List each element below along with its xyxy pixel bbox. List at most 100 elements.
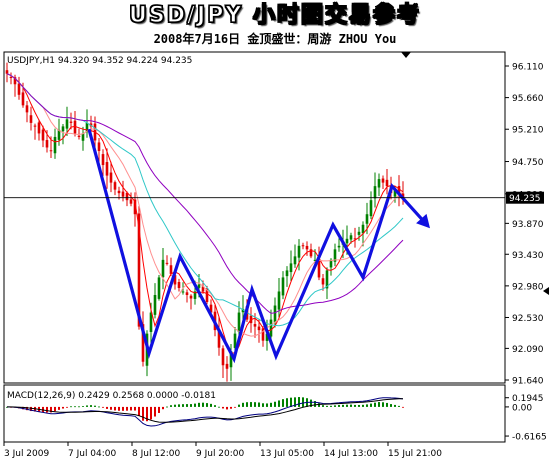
candle-body — [281, 277, 285, 296]
macd-histogram-bar — [74, 406, 76, 408]
candle-body — [221, 348, 225, 366]
price-tick-label: 91.640 — [512, 377, 544, 387]
symbol-readout: USDJPY,H1 94.320 94.352 94.224 94.235 — [7, 56, 192, 66]
time-axis: 3 Jul 2009 7 Jul 04:00 8 Jul 12:00 9 Jul 20… — [3, 442, 442, 459]
candle-body — [237, 312, 241, 332]
candle-body — [161, 259, 165, 278]
candle-body — [289, 263, 293, 273]
candle-body — [301, 245, 305, 247]
candle-body — [33, 125, 37, 127]
macd-histogram-bar — [326, 405, 328, 407]
candle-body — [101, 154, 105, 166]
candle-body — [181, 291, 185, 293]
macd-histogram-bar — [334, 405, 336, 407]
macd-histogram-bar — [102, 406, 104, 408]
current-price-label: 94.235 — [509, 194, 541, 204]
macd-histogram-bar — [238, 404, 240, 407]
chart-title: USD/JPY 小时图交易参考 — [128, 2, 421, 28]
current-price-line: 94.235 — [4, 191, 544, 204]
candle-body — [201, 286, 205, 292]
candle-body — [53, 136, 57, 154]
candle-body — [209, 304, 213, 313]
candle-body — [265, 333, 269, 341]
macd-histogram-bar — [134, 406, 136, 411]
macd-histogram-bar — [166, 406, 168, 408]
candle-body — [253, 324, 257, 327]
macd-histogram-bar — [330, 405, 332, 407]
candle-body — [393, 189, 397, 197]
candle-body — [269, 319, 273, 337]
price-tick-label: 92.530 — [512, 314, 544, 324]
candle-body — [205, 288, 209, 303]
candle-body — [109, 172, 113, 183]
candle-body — [353, 238, 357, 240]
candle-body — [121, 191, 125, 197]
candle-body — [105, 162, 109, 176]
time-tick-label: 9 Jul 20:00 — [196, 449, 245, 459]
macd-histogram-bar — [170, 405, 172, 407]
moving-averages — [6, 73, 404, 354]
candle-body — [365, 214, 369, 224]
candle-body — [21, 92, 25, 106]
macd-histogram-bar — [386, 402, 388, 407]
ma-long-line — [6, 73, 404, 314]
candle-body — [49, 150, 53, 152]
macd-histogram-bar — [178, 404, 180, 407]
candle-body — [273, 305, 277, 323]
macd-tick-label: 0.00 — [512, 403, 532, 413]
candle-body — [189, 295, 193, 299]
candle-body — [225, 363, 229, 369]
wave-pattern — [87, 128, 430, 364]
candle-body — [157, 277, 161, 299]
macd-histogram-bar — [198, 402, 200, 407]
macd-histogram-bar — [354, 404, 356, 407]
macd-histogram-bar — [78, 406, 80, 408]
price-tick-label: 95.660 — [512, 94, 544, 104]
wave-line — [87, 128, 425, 364]
macd-histogram-bar — [358, 404, 360, 407]
macd-histogram-bar — [226, 406, 228, 410]
candle-body — [141, 324, 145, 362]
ma-mid-line — [6, 73, 404, 337]
macd-histogram-bar — [266, 403, 268, 407]
candle-body — [69, 121, 73, 123]
macd-histogram-bar — [194, 403, 196, 407]
candle-body — [233, 333, 237, 348]
macd-histogram-bar — [206, 403, 208, 407]
macd-histogram-bar — [106, 406, 108, 409]
macd-histogram-bar — [290, 397, 292, 407]
macd-histogram-bar — [242, 402, 244, 407]
macd-histogram-bar — [62, 406, 64, 409]
price-tick-label: 92.090 — [512, 345, 544, 355]
macd-histogram-bar — [350, 404, 352, 407]
macd-histogram-bar — [390, 404, 392, 407]
macd-histogram-bar — [82, 406, 84, 407]
candle-body — [45, 140, 49, 148]
macd-histogram-bar — [338, 405, 340, 407]
candle-body — [113, 182, 117, 190]
candle-body — [37, 122, 41, 134]
macd-histogram-bar — [346, 404, 348, 407]
candle-body — [41, 129, 45, 141]
candle-body — [321, 278, 325, 285]
macd-histogram-bar — [150, 406, 152, 420]
candle-body — [305, 245, 309, 250]
macd-signal-line — [7, 398, 403, 423]
macd-histogram-bar — [210, 403, 212, 407]
macd-histogram-bar — [142, 406, 144, 421]
candle-body — [85, 122, 89, 133]
candle-body — [373, 186, 377, 199]
candle-body — [65, 119, 69, 129]
macd-histogram-bar — [26, 406, 28, 411]
time-tick-label: 15 Jul 21:00 — [388, 449, 442, 459]
macd-histogram-bar — [126, 406, 128, 411]
macd-histogram-bar — [262, 403, 264, 407]
candle-body — [397, 186, 401, 194]
time-tick-label: 7 Jul 04:00 — [68, 449, 117, 459]
candle-body — [149, 312, 153, 332]
macd-histogram-bar — [370, 403, 372, 407]
macd-histogram-bar — [90, 405, 92, 407]
candle-body — [193, 291, 197, 299]
candle-body — [229, 351, 233, 368]
